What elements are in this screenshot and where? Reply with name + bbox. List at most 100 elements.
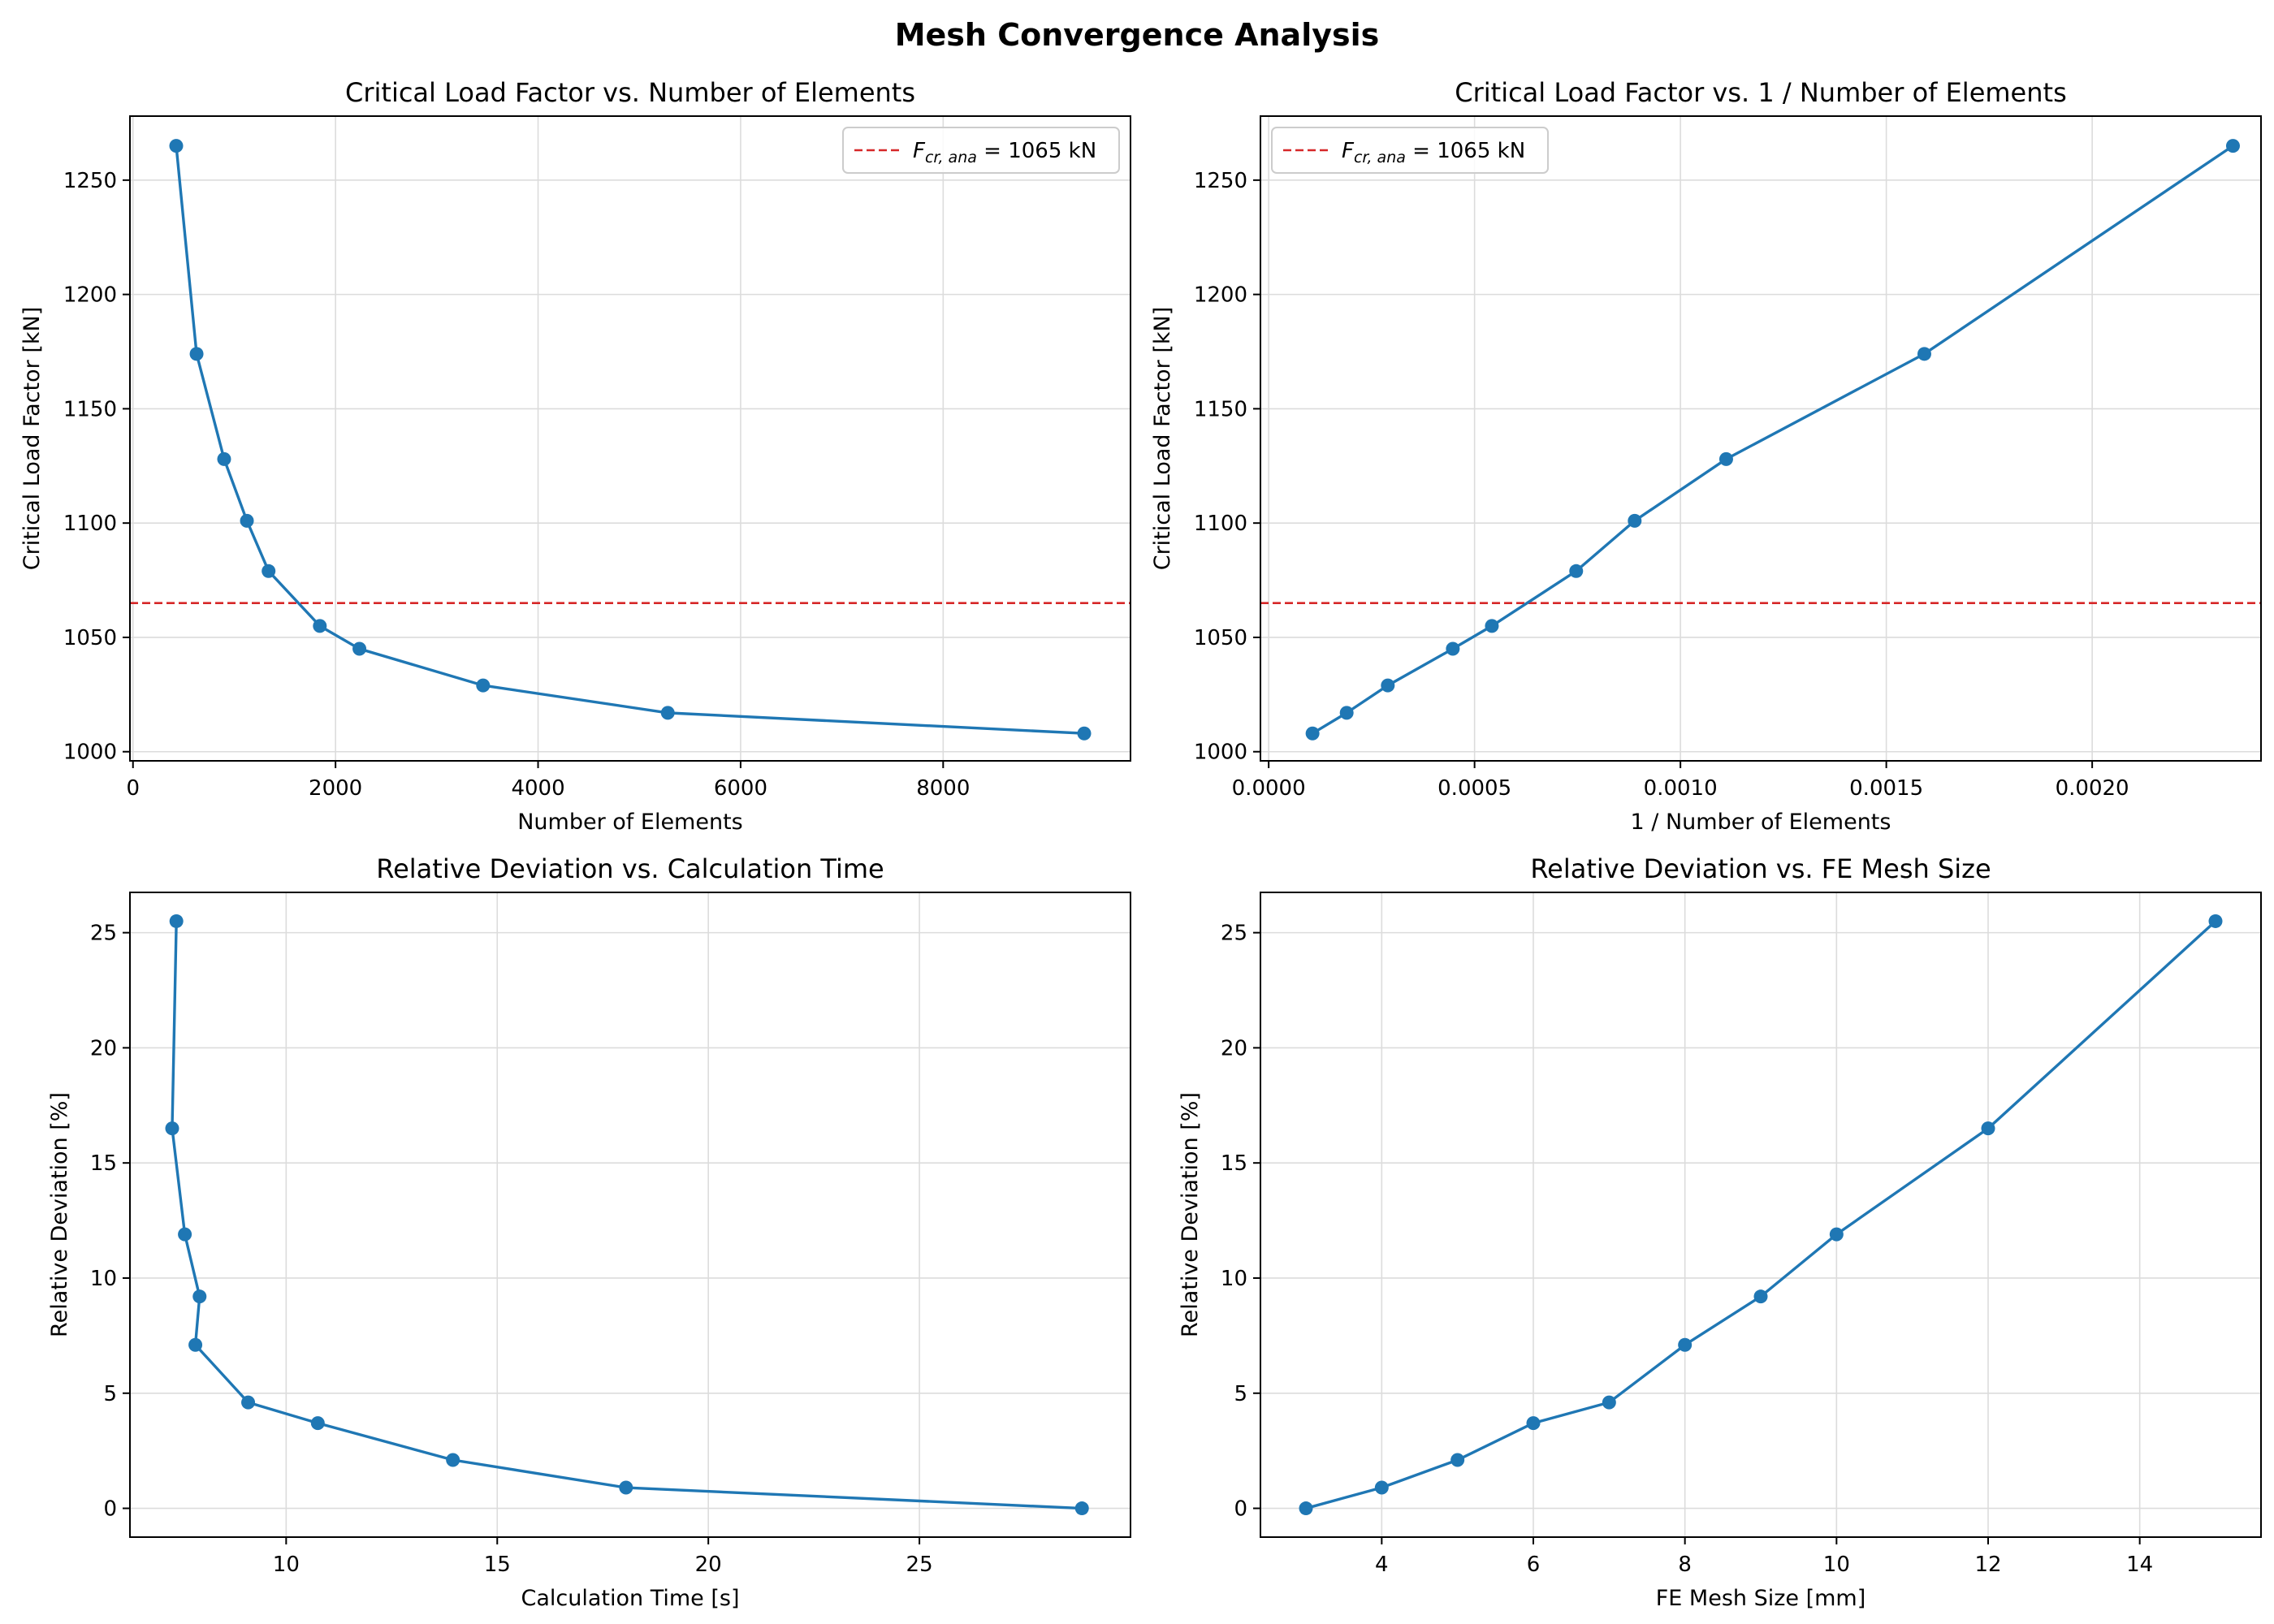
x-tick-label: 0.0020 [2056,776,2129,801]
data-point [1602,1395,1616,1410]
data-point [217,451,231,466]
x-tick-label: 14 [2126,1553,2153,1577]
x-tick-label: 0.0010 [1644,776,1718,801]
legend-label-subscript: cr, ana [1354,149,1406,166]
series-line [1312,145,2234,735]
data-point [619,1480,633,1495]
data-point [1526,1416,1541,1431]
y-tick-label: 1050 [63,626,117,650]
data-point [1374,1480,1389,1495]
y-tick-label: 1100 [63,512,117,536]
chart-title: Relative Deviation vs. FE Mesh Size [1530,853,1991,884]
chart-panel-4: 4 6 8 10 12 14 0 5 10 15 20 25 Relative Deviation vs… [1178,853,2262,1611]
x-tick-label: 0.0000 [1232,776,1306,801]
data-point [1305,726,1320,741]
x-tick-label: 15 [484,1553,511,1577]
data-point [446,1453,460,1467]
x-tick-label: 0 [126,776,140,801]
data-point [169,914,184,928]
y-tick-label: 1250 [63,169,117,193]
x-tick-label: 2000 [309,776,362,801]
axes-frame [129,892,1131,1538]
y-tick-label: 5 [1234,1382,1247,1406]
x-axis-label: Calculation Time [s] [521,1586,740,1611]
data-point [2225,139,2240,153]
data-point [192,1289,207,1304]
data-point [189,347,204,361]
y-axis-label: Critical Load Factor [kN] [1150,307,1175,571]
y-tick-label: 1000 [63,741,117,765]
legend-label: Fcr, ana = 1065 kN [1342,139,1525,166]
y-tick-label: 15 [1221,1151,1247,1176]
data-point [1485,619,1499,633]
data-point [165,1121,179,1136]
x-tick-label: 10 [273,1553,300,1577]
x-tick-label: 8 [1678,1553,1692,1577]
chart-panel-3: 10 15 20 25 0 5 10 15 20 25 Relative Deviation vs.… [47,853,1131,1611]
data-point [188,1337,203,1352]
figure-suptitle: Mesh Convergence Analysis [895,17,1380,53]
x-tick-label: 10 [1823,1553,1850,1577]
x-tick-label: 25 [906,1553,933,1577]
y-tick-label: 25 [90,922,117,946]
data-point [1829,1227,1844,1242]
data-point [241,1395,256,1410]
legend: Fcr, ana = 1065 kN [1271,127,1549,174]
data-point [1718,451,1733,466]
y-tick-label: 20 [1221,1036,1247,1060]
x-axis-label: 1 / Number of Elements [1631,810,1891,835]
data-point [1753,1289,1768,1304]
y-tick-label: 1150 [1194,397,1247,421]
chart-title: Relative Deviation vs. Calculation Time [376,853,884,884]
legend: Fcr, ana = 1065 kN [842,127,1120,174]
legend-label-subscript: cr, ana [925,149,977,166]
axes-frame [129,115,1131,762]
legend-box [842,127,1120,174]
chart-panel-1: 0 2000 4000 6000 8000 1000 1050 1100 1150 1200 125… [19,77,1131,835]
x-tick-label: 0.0015 [1849,776,1923,801]
y-axis-label: Relative Deviation [%] [1178,1092,1203,1337]
data-point [1299,1501,1313,1516]
subplot-grid: 0 2000 4000 6000 800010001050110011501200125… [19,77,2262,1611]
y-axis-label: Relative Deviation [%] [47,1092,72,1337]
axes-frame [1260,892,2262,1538]
legend-label-symbol: F [913,139,926,163]
series-line [1305,920,2217,1510]
y-tick-label: 25 [1221,922,1247,946]
data-point [240,513,254,528]
data-point [1917,347,1931,361]
data-point [178,1227,192,1242]
y-tick-label: 1250 [1194,169,1247,193]
legend-label-value: = 1065 kN [1406,139,1525,163]
data-point [1678,1337,1693,1352]
data-point [1381,678,1395,693]
y-tick-label: 10 [1221,1267,1247,1291]
data-point [660,706,675,720]
x-tick-label: 12 [1974,1553,2001,1577]
chart-title: Critical Load Factor vs. 1 / Number of E… [1455,77,2066,108]
data-point [1450,1453,1465,1467]
axes-frame [1260,115,2262,762]
data-point [1074,1501,1089,1516]
chart-title: Critical Load Factor vs. Number of Eleme… [345,77,915,108]
y-tick-label: 15 [90,1151,117,1176]
y-tick-label: 1200 [63,283,117,308]
x-tick-label: 4 [1375,1553,1389,1577]
data-point [2208,914,2223,928]
data-point [169,139,184,153]
x-tick-label: 20 [695,1553,722,1577]
legend-label-symbol: F [1342,139,1355,163]
data-point [1981,1121,1995,1136]
data-point [262,564,276,578]
data-point [1339,706,1354,720]
y-tick-label: 1100 [1194,512,1247,536]
x-tick-label: 6 [1527,1553,1541,1577]
y-tick-label: 1150 [63,397,117,421]
data-point [476,678,491,693]
x-tick-label: 8000 [916,776,970,801]
y-axis-label: Critical Load Factor [kN] [19,307,45,571]
series-line [175,145,1085,735]
y-tick-label: 20 [90,1036,117,1060]
